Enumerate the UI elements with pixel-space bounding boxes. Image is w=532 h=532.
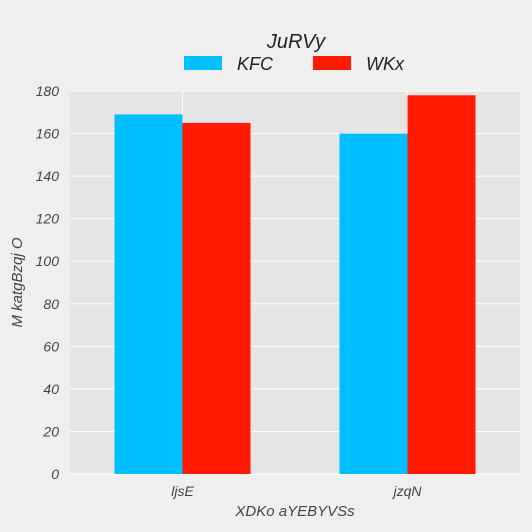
legend-title: JuRVy — [266, 31, 326, 53]
legend-label-WKx: WKx — [366, 54, 405, 74]
y-tick-label: 0 — [51, 466, 59, 482]
y-tick-label: 140 — [36, 168, 60, 184]
y-tick-label: 160 — [36, 126, 60, 142]
legend-swatch-KFC — [184, 56, 222, 70]
legend: JuRVy KFC WKx — [184, 31, 405, 74]
y-tick-label: 180 — [36, 83, 60, 99]
y-tick-label: 20 — [42, 423, 59, 439]
bars — [114, 95, 476, 475]
y-tick-labels: 0 20 40 60 80 100 120 140 160 180 — [36, 83, 60, 482]
legend-label-KFC: KFC — [237, 54, 274, 74]
x-axis-label: XDKo aYEBYVSs — [234, 503, 355, 520]
bar-KFC-ljsE — [114, 114, 183, 475]
bar-WKx-ljsE — [182, 122, 251, 475]
y-axis-label: M katgBzqj O — [9, 237, 26, 327]
x-tick-label: ljsE — [171, 483, 194, 499]
x-tick-labels: ljsE jzqN — [171, 483, 422, 499]
x-tick-label: jzqN — [391, 483, 422, 499]
y-tick-label: 100 — [36, 253, 60, 269]
legend-swatch-WKx — [313, 56, 351, 70]
bar-WKx-jzqN — [407, 95, 476, 474]
y-tick-label: 60 — [43, 338, 59, 354]
y-tick-label: 40 — [43, 381, 59, 397]
y-tick-label: 120 — [36, 211, 60, 227]
y-tick-label: 80 — [43, 296, 59, 312]
bar-KFC-jzqN — [339, 133, 408, 475]
